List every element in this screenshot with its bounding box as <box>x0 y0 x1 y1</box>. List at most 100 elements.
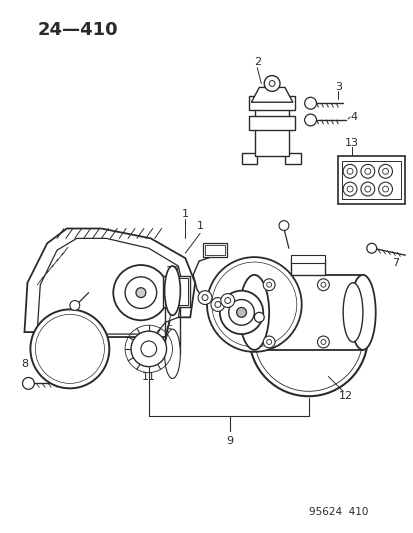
Circle shape <box>364 186 370 192</box>
Circle shape <box>220 294 234 308</box>
Circle shape <box>56 335 83 362</box>
Circle shape <box>221 272 286 337</box>
Circle shape <box>67 346 73 352</box>
Circle shape <box>198 290 211 304</box>
Circle shape <box>286 316 330 359</box>
Circle shape <box>346 186 352 192</box>
Text: 2: 2 <box>253 57 260 67</box>
Bar <box>164 278 188 305</box>
Circle shape <box>364 168 370 174</box>
Polygon shape <box>284 152 300 164</box>
Bar <box>162 276 190 308</box>
Circle shape <box>263 336 274 348</box>
Circle shape <box>254 283 362 391</box>
Circle shape <box>360 182 374 196</box>
Circle shape <box>70 301 80 310</box>
Bar <box>249 96 294 110</box>
Bar <box>249 116 294 130</box>
Ellipse shape <box>239 275 268 350</box>
Circle shape <box>224 297 230 303</box>
Circle shape <box>236 308 246 317</box>
Circle shape <box>211 297 224 311</box>
Circle shape <box>366 244 376 253</box>
Circle shape <box>378 164 392 178</box>
Circle shape <box>63 342 76 356</box>
Circle shape <box>263 76 279 91</box>
Circle shape <box>226 277 281 332</box>
Bar <box>290 259 325 275</box>
Circle shape <box>22 377 34 389</box>
Text: 8: 8 <box>21 359 28 369</box>
Circle shape <box>259 288 357 386</box>
Polygon shape <box>24 229 195 337</box>
Bar <box>255 102 288 157</box>
Circle shape <box>276 305 339 369</box>
Bar <box>204 245 224 255</box>
Polygon shape <box>241 152 257 164</box>
Circle shape <box>268 297 347 376</box>
Circle shape <box>216 267 291 342</box>
Circle shape <box>382 186 387 192</box>
Circle shape <box>382 168 387 174</box>
Circle shape <box>378 182 392 196</box>
Circle shape <box>360 164 374 178</box>
Circle shape <box>320 340 325 344</box>
Circle shape <box>249 278 367 396</box>
Circle shape <box>296 325 320 349</box>
Circle shape <box>219 290 263 334</box>
Circle shape <box>304 98 316 109</box>
Text: 1: 1 <box>181 209 188 219</box>
Ellipse shape <box>164 329 180 378</box>
Circle shape <box>35 314 104 383</box>
Circle shape <box>320 282 325 287</box>
Circle shape <box>266 282 271 287</box>
Circle shape <box>346 168 352 174</box>
Circle shape <box>317 279 328 290</box>
Circle shape <box>206 257 301 352</box>
Circle shape <box>211 262 296 347</box>
Text: 6: 6 <box>165 325 172 335</box>
Circle shape <box>266 340 271 344</box>
Bar <box>290 255 325 263</box>
Polygon shape <box>37 238 183 334</box>
Ellipse shape <box>342 283 362 342</box>
Text: 95624  410: 95624 410 <box>308 507 367 516</box>
Circle shape <box>135 288 145 297</box>
Text: 3: 3 <box>334 83 341 92</box>
Circle shape <box>113 265 168 320</box>
Text: 7: 7 <box>391 258 398 268</box>
Circle shape <box>228 300 254 325</box>
Bar <box>341 161 400 199</box>
Circle shape <box>342 182 356 196</box>
Circle shape <box>263 279 274 290</box>
Circle shape <box>202 295 207 301</box>
Circle shape <box>278 221 288 230</box>
Circle shape <box>48 327 91 370</box>
Text: 9: 9 <box>225 435 233 446</box>
Polygon shape <box>251 87 292 102</box>
Text: 1: 1 <box>196 221 203 231</box>
Bar <box>254 275 362 350</box>
Circle shape <box>30 310 109 389</box>
Ellipse shape <box>164 266 180 316</box>
Circle shape <box>317 336 328 348</box>
Circle shape <box>125 277 156 309</box>
Text: 24—410: 24—410 <box>37 21 118 39</box>
Circle shape <box>342 164 356 178</box>
Text: 12: 12 <box>338 391 352 401</box>
Text: 11: 11 <box>141 372 155 382</box>
Text: 13: 13 <box>344 138 358 148</box>
Bar <box>202 244 226 257</box>
Circle shape <box>254 312 263 322</box>
Text: 4: 4 <box>349 112 357 122</box>
Circle shape <box>214 302 220 308</box>
Circle shape <box>131 331 166 367</box>
Circle shape <box>268 80 274 86</box>
Circle shape <box>40 319 99 378</box>
Circle shape <box>304 114 316 126</box>
Text: 10: 10 <box>165 266 179 276</box>
Ellipse shape <box>349 275 375 350</box>
Circle shape <box>236 287 271 322</box>
Circle shape <box>140 341 156 357</box>
Circle shape <box>263 293 352 382</box>
